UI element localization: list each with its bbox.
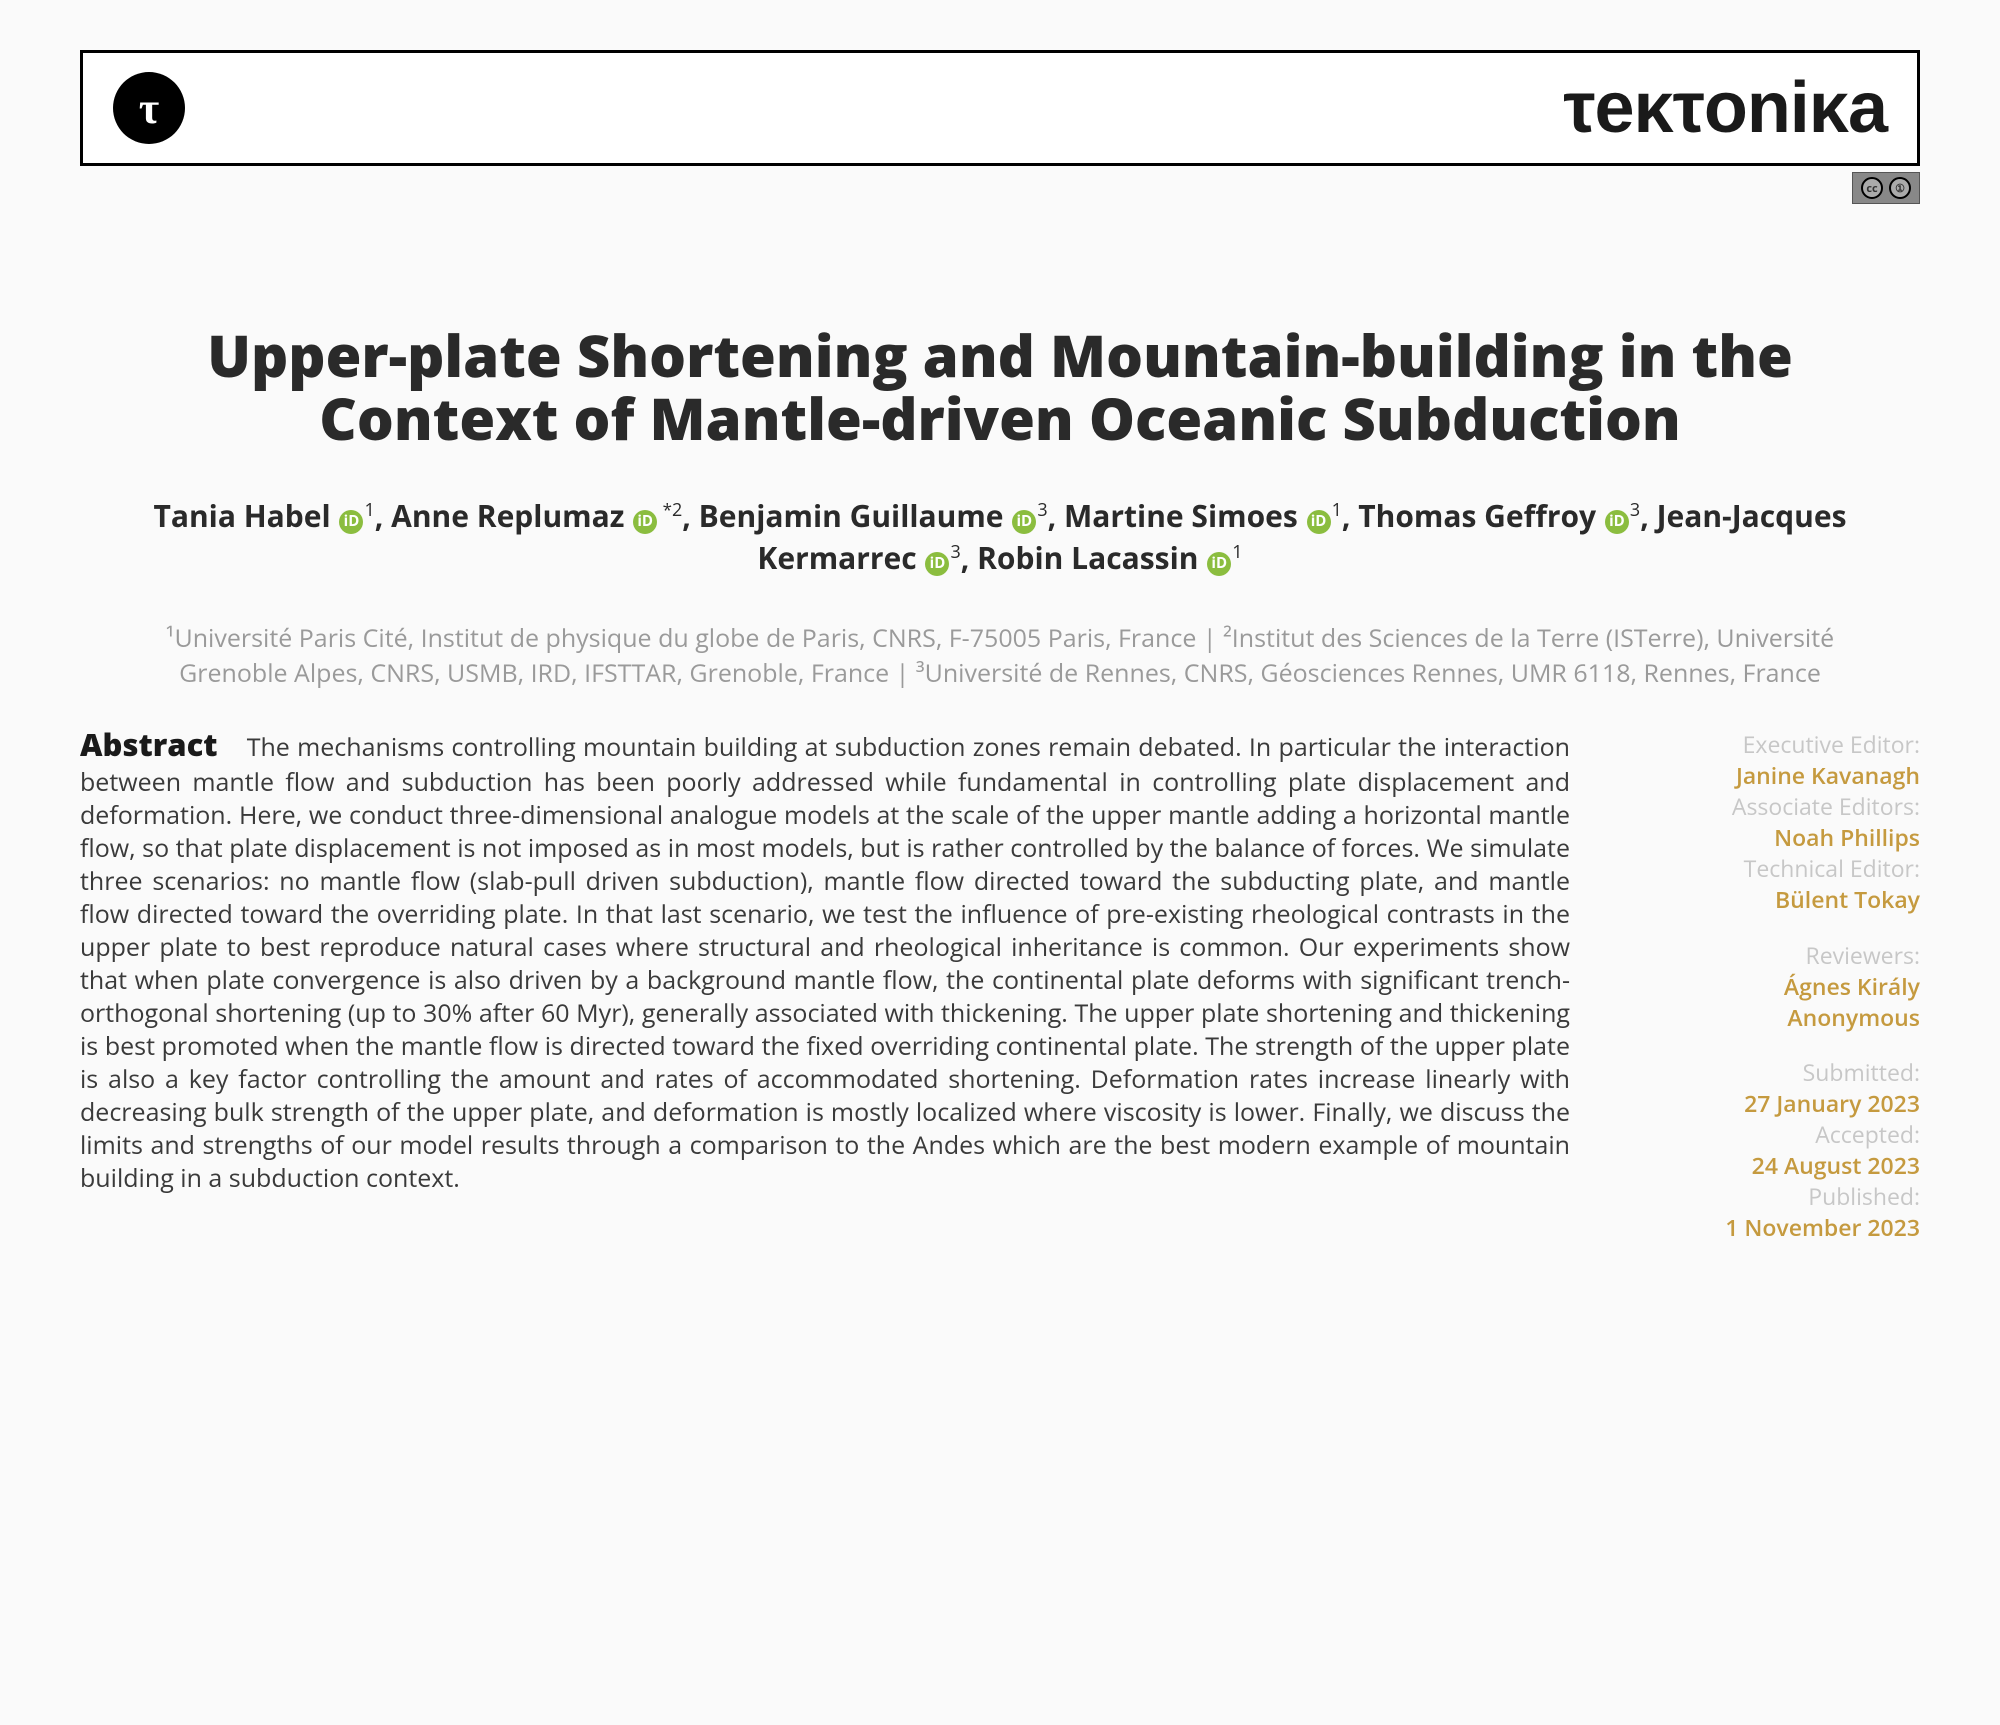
orcid-icon[interactable]: iD — [925, 552, 949, 576]
reviewer-1: Ágnes Király — [1620, 971, 1920, 1002]
reviewers-block: Reviewers: Ágnes Király Anonymous — [1620, 940, 1920, 1033]
orcid-icon[interactable]: iD — [339, 510, 363, 534]
orcid-icon[interactable]: iD — [633, 510, 657, 534]
abstract-label: Abstract — [80, 724, 218, 766]
author-list: Tania Habel iD1, Anne Replumaz iD *2, Be… — [80, 495, 1920, 579]
editors-block: Executive Editor: Janine Kavanagh Associ… — [1620, 729, 1920, 915]
assoc-editor-value: Noah Phillips — [1620, 822, 1920, 853]
author: Anne Replumaz iD *2 — [391, 495, 682, 536]
tech-editor-label: Technical Editor: — [1620, 853, 1920, 884]
abstract: Abstract The mechanisms controlling moun… — [80, 725, 1570, 1267]
submitted-label: Submitted: — [1620, 1057, 1920, 1088]
author: Thomas Geffroy iD3 — [1358, 495, 1640, 536]
cc-icon: cc — [1861, 177, 1883, 199]
affiliations: ¹Université Paris Cité, Institut de phys… — [80, 621, 1920, 690]
assoc-editor-label: Associate Editors: — [1620, 791, 1920, 822]
dates-block: Submitted: 27 January 2023 Accepted: 24 … — [1620, 1057, 1920, 1243]
orcid-icon[interactable]: iD — [1207, 552, 1231, 576]
accepted-label: Accepted: — [1620, 1119, 1920, 1150]
author: Robin Lacassin iD1 — [977, 537, 1242, 578]
by-icon: ① — [1889, 177, 1911, 199]
journal-header: τ τeκτoniκa — [80, 50, 1920, 166]
tech-editor-value: Bülent Tokay — [1620, 884, 1920, 915]
orcid-icon[interactable]: iD — [1012, 510, 1036, 534]
author: Tania Habel iD1 — [153, 495, 374, 536]
paper-title: Upper-plate Shortening and Mountain-buil… — [80, 324, 1920, 449]
author: Benjamin Guillaume iD3 — [699, 495, 1048, 536]
accepted-value: 24 August 2023 — [1620, 1150, 1920, 1181]
abstract-text: The mechanisms controlling mountain buil… — [80, 730, 1570, 1195]
published-value: 1 November 2023 — [1620, 1212, 1920, 1243]
reviewers-label: Reviewers: — [1620, 940, 1920, 971]
author: Martine Simoes iD1 — [1064, 495, 1342, 536]
cc-by-badge[interactable]: cc ① — [1852, 172, 1920, 204]
body-row: Abstract The mechanisms controlling moun… — [80, 725, 1920, 1267]
logo-letter: τ — [139, 83, 159, 134]
orcid-icon[interactable]: iD — [1605, 510, 1629, 534]
reviewer-2: Anonymous — [1620, 1002, 1920, 1033]
journal-logo-icon: τ — [113, 72, 185, 144]
submitted-value: 27 January 2023 — [1620, 1088, 1920, 1119]
editorial-meta: Executive Editor: Janine Kavanagh Associ… — [1620, 725, 1920, 1267]
journal-name: τeκτoniκa — [1563, 67, 1887, 149]
exec-editor-value: Janine Kavanagh — [1620, 760, 1920, 791]
license-row: cc ① — [80, 172, 1920, 204]
orcid-icon[interactable]: iD — [1307, 510, 1331, 534]
exec-editor-label: Executive Editor: — [1620, 729, 1920, 760]
published-label: Published: — [1620, 1181, 1920, 1212]
